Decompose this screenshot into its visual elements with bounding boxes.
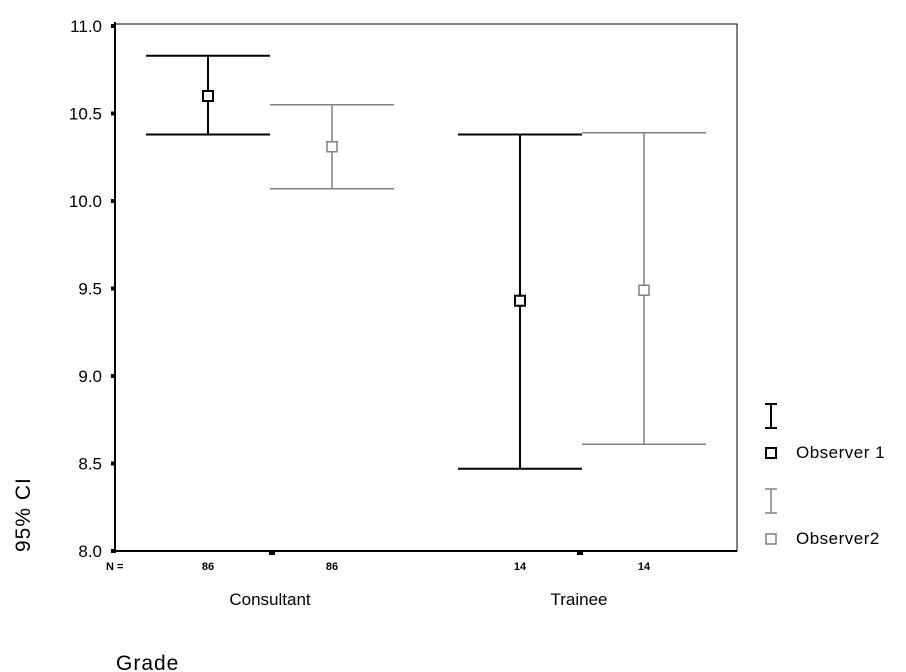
- y-tick-label: 10.5: [69, 105, 102, 124]
- n-count-label: 14: [638, 561, 651, 573]
- x-category-label: Consultant: [229, 590, 311, 609]
- legend-label: Observer2: [796, 529, 880, 548]
- y-tick-mark: [111, 112, 116, 116]
- y-tick-mark: [111, 199, 116, 203]
- y-tick-mark: [111, 287, 116, 291]
- n-count-label: 86: [202, 561, 214, 573]
- x-axis: N = Consultant Trainee: [106, 550, 737, 609]
- mean-marker: [639, 285, 649, 295]
- y-tick-label: 9.0: [78, 367, 102, 386]
- error-bars: 86 14 86 14: [146, 56, 706, 573]
- x-tick-mark: [577, 550, 583, 555]
- n-prefix-label: N =: [106, 561, 123, 573]
- x-axis-label: Grade: [116, 652, 179, 672]
- y-tick-mark: [111, 374, 116, 378]
- legend: Observer 1 Observer2: [765, 404, 885, 548]
- legend-marker-icon: [766, 448, 776, 458]
- y-tick-label: 8.0: [78, 542, 102, 561]
- x-tick-mark: [269, 550, 275, 555]
- mean-marker: [327, 142, 337, 152]
- mean-marker: [515, 296, 525, 306]
- mean-marker: [203, 91, 213, 101]
- y-tick-mark: [111, 462, 116, 466]
- y-tick-label: 8.5: [78, 455, 102, 474]
- n-count-label: 86: [326, 561, 338, 573]
- legend-marker-icon: [766, 534, 776, 544]
- y-axis-label: 95% CI: [12, 477, 35, 552]
- y-tick-label: 10.0: [69, 192, 102, 211]
- y-axis: 11.0 10.5 10.0 9.5 9.0 8.5 8.0: [69, 17, 116, 561]
- y-tick-label: 11.0: [70, 17, 102, 36]
- legend-label: Observer 1: [796, 443, 885, 462]
- y-tick-mark: [111, 24, 116, 28]
- n-count-label: 14: [514, 561, 527, 573]
- y-tick-label: 9.5: [78, 280, 102, 299]
- x-category-label: Trainee: [550, 590, 607, 609]
